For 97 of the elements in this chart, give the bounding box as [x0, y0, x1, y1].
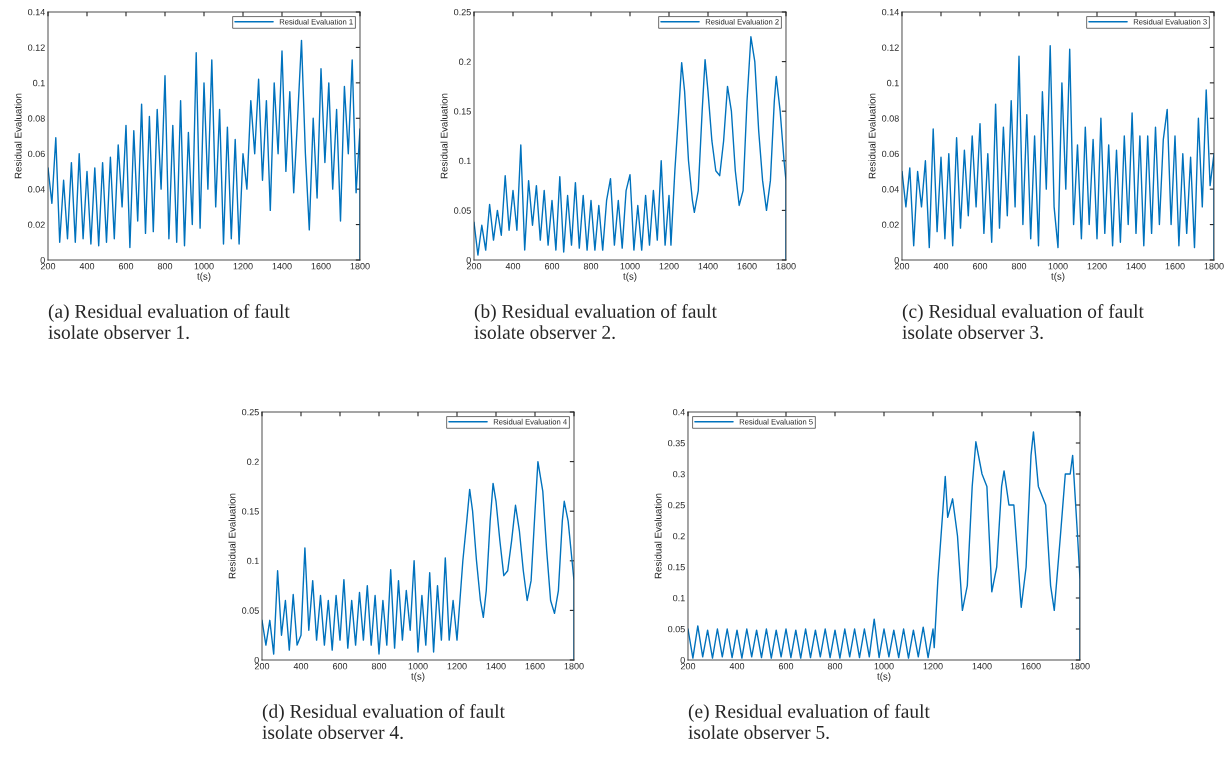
y-tick-label: 0.06 — [28, 150, 45, 158]
y-tick-label: 0 — [40, 256, 45, 264]
y-tick-label: 0.12 — [28, 44, 45, 51]
y-tick-label: 0.14 — [882, 8, 899, 16]
y-axis-title: Residual Evaluation — [228, 493, 236, 579]
x-tick-label: 1600 — [311, 263, 331, 270]
x-tick-label: 400 — [293, 663, 309, 670]
x-tick-label: 1400 — [972, 663, 992, 670]
x-tick-label: 200 — [40, 263, 56, 270]
x-tick-label: 1000 — [408, 663, 428, 670]
y-tick-label: 0.14 — [28, 8, 45, 16]
text: (b) Residual evaluation of fault isolate observer 2. — [474, 304, 717, 339]
x-tick-label: 200 — [466, 263, 482, 270]
x-tick-label: 1200 — [447, 663, 467, 670]
y-axis-title: Residual Evaluation — [654, 493, 662, 579]
text: (e) Residual evaluation of fault isolate observer 5. — [688, 704, 930, 739]
y-tick-label: 0.05 — [454, 207, 471, 214]
x-tick-label: 1200 — [233, 263, 253, 270]
x-tick-label: 400 — [933, 263, 949, 270]
x-axis-title: t(s) — [623, 272, 637, 282]
x-tick-label: 1800 — [1070, 663, 1090, 670]
x-tick-label: 800 — [371, 663, 387, 670]
x-tick-label: 1400 — [486, 663, 506, 670]
x-tick-label: 1600 — [525, 663, 545, 670]
x-tick-label: 800 — [1011, 263, 1027, 270]
x-tick-label: 400 — [505, 263, 521, 270]
y-tick-label: 0.1 — [33, 79, 45, 87]
y-tick-label: 0.15 — [242, 508, 259, 515]
y-tick-label: 0.12 — [882, 44, 899, 51]
y-tick-label: 0.08 — [882, 115, 899, 122]
y-tick-label: 0 — [466, 256, 471, 264]
y-tick-label: 0.3 — [673, 470, 685, 478]
x-axis-title: t(s) — [197, 272, 211, 282]
y-axis-title: Residual Evaluation — [440, 93, 448, 179]
y-tick-label: 0.4 — [673, 408, 685, 416]
text: (c) Residual evaluation of fault isolate observer 3. — [902, 304, 1144, 339]
y-tick-label: 0 — [680, 656, 685, 664]
x-tick-label: 600 — [118, 263, 134, 270]
x-axis-title: t(s) — [877, 672, 891, 682]
x-tick-label: 1800 — [564, 663, 584, 670]
x-tick-label: 1000 — [874, 663, 894, 670]
y-tick-label: 0 — [254, 656, 259, 664]
x-tick-label: 1200 — [659, 263, 679, 270]
x-tick-label: 1800 — [350, 263, 370, 270]
x-tick-label: 1000 — [1048, 263, 1068, 270]
y-tick-label: 0.1 — [247, 557, 259, 565]
y-tick-label: 0.15 — [454, 108, 471, 115]
y-tick-label: 0.35 — [668, 439, 685, 447]
x-tick-label: 600 — [972, 263, 988, 270]
y-axis-title: Residual Evaluation — [14, 93, 22, 179]
x-tick-label: 800 — [827, 663, 843, 670]
x-tick-label: 600 — [332, 663, 348, 670]
x-tick-label: 1600 — [737, 263, 757, 270]
y-tick-label: 0.1 — [887, 79, 899, 87]
y-tick-label: 0.06 — [882, 150, 899, 158]
x-tick-label: 400 — [79, 263, 95, 270]
y-tick-label: 0.2 — [673, 532, 685, 540]
y-tick-label: 0.05 — [242, 607, 259, 614]
x-tick-label: 1200 — [1087, 263, 1107, 270]
y-tick-label: 0.02 — [882, 221, 899, 228]
x-axis-title: t(s) — [411, 672, 425, 682]
y-tick-label: 0.1 — [459, 157, 471, 165]
y-tick-label: 0.1 — [673, 594, 685, 602]
text: (a) Residual evaluation of fault isolate observer 1. — [48, 304, 290, 339]
y-tick-label: 0.2 — [247, 458, 259, 465]
x-tick-label: 600 — [544, 263, 560, 270]
y-axis-title: Residual Evaluation — [868, 93, 876, 179]
x-tick-label: 1600 — [1165, 263, 1185, 270]
y-tick-label: 0.04 — [28, 186, 45, 193]
y-tick-label: 0.15 — [668, 563, 685, 571]
text: (d) Residual evaluation of fault isolate observer 4. — [262, 704, 505, 739]
x-tick-label: 800 — [157, 263, 173, 270]
x-tick-label: 1000 — [194, 263, 214, 270]
x-tick-label: 1400 — [272, 263, 292, 270]
x-tick-label: 200 — [894, 263, 910, 270]
y-tick-label: 0.25 — [668, 501, 685, 509]
x-tick-label: 1000 — [620, 263, 640, 270]
x-tick-label: 1400 — [1126, 263, 1146, 270]
x-tick-label: 600 — [778, 663, 794, 670]
x-tick-label: 1600 — [1021, 663, 1041, 670]
x-tick-label: 800 — [583, 263, 599, 270]
y-tick-label: 0.04 — [882, 186, 899, 193]
y-tick-label: 0.05 — [668, 625, 685, 633]
y-tick-label: 0.25 — [242, 408, 259, 416]
y-tick-label: 0.25 — [454, 8, 471, 16]
x-tick-label: 200 — [254, 663, 270, 670]
x-tick-label: 200 — [680, 663, 696, 670]
x-tick-label: 400 — [729, 663, 745, 670]
y-tick-label: 0.2 — [459, 58, 471, 65]
y-tick-label: 0.08 — [28, 115, 45, 122]
y-tick-label: 0 — [894, 256, 899, 264]
y-tick-label: 0.02 — [28, 221, 45, 228]
x-tick-label: 1200 — [923, 663, 943, 670]
x-axis-title: t(s) — [1051, 272, 1065, 282]
x-tick-label: 1400 — [698, 263, 718, 270]
x-tick-label: 1800 — [1204, 263, 1224, 270]
x-tick-label: 1800 — [776, 263, 796, 270]
